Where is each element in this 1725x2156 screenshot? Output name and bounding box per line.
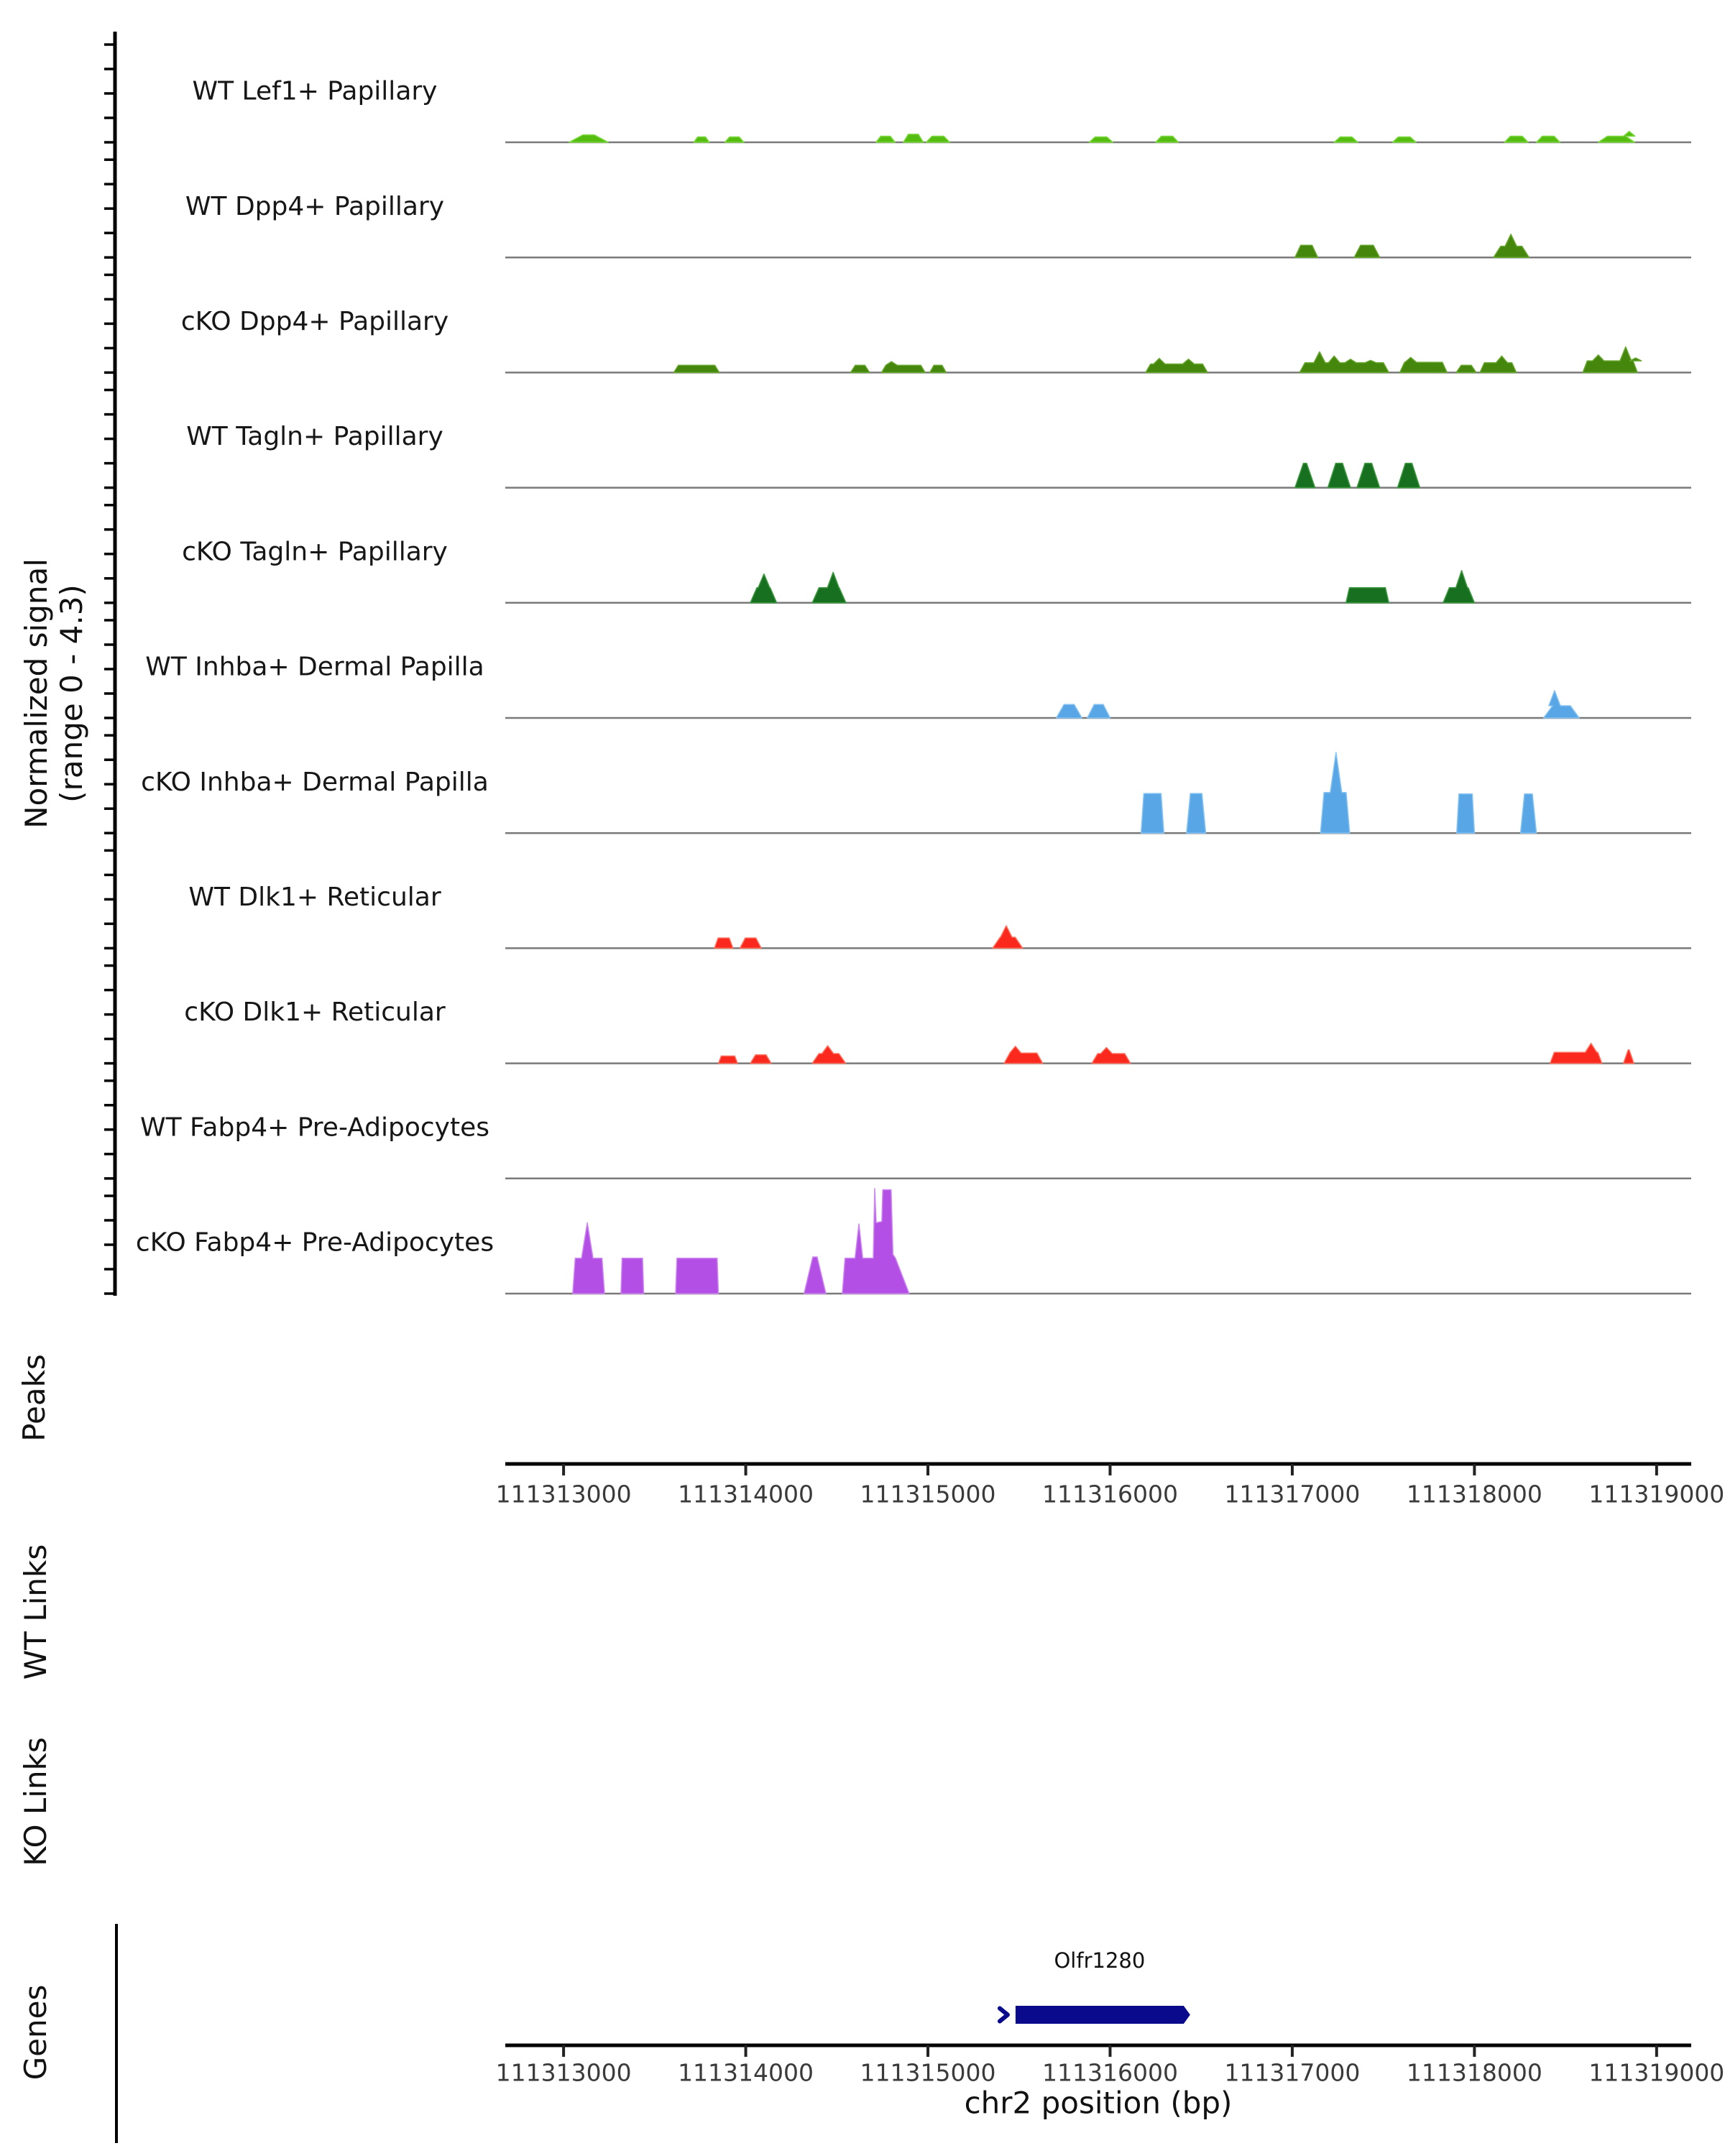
y-axis-label-line1: Normalized signal: [19, 558, 54, 829]
signal-peak: [1299, 351, 1390, 374]
gene-label: Olfr1280: [1054, 1948, 1145, 1973]
signal-peak: [811, 571, 847, 604]
y-axis-label-line2: (range 0 - 4.3): [54, 584, 89, 803]
signal-peak: [1003, 1046, 1044, 1064]
signal-peak: [1294, 244, 1319, 258]
signal-peak: [1091, 1046, 1131, 1064]
signal-peak: [1353, 244, 1381, 258]
signal-peak: [1140, 793, 1164, 834]
signal-peak: [1155, 135, 1179, 143]
signal-peak: [693, 136, 710, 143]
x-tick-label: 111314000: [678, 1480, 814, 1508]
track-label: cKO Inhba+ Dermal Papilla: [141, 768, 489, 797]
signal-peak: [1294, 462, 1316, 489]
signal-peak: [1345, 586, 1390, 604]
x-tick-label: 111313000: [496, 2059, 632, 2087]
signal-peak: [568, 134, 609, 143]
signal-peak: [1333, 136, 1358, 143]
signal-peak: [1535, 135, 1561, 143]
signal-peak: [572, 1222, 605, 1294]
signal-peak: [1320, 752, 1351, 834]
signal-tracks: WT Lef1+ Papillary WT Dpp4+ Papillary cKO …: [136, 77, 1691, 1295]
signal-peak: [724, 136, 745, 143]
signal-peak: [875, 135, 896, 143]
signal-peak: [750, 573, 778, 604]
x-tick-label: 111315000: [860, 2059, 996, 2087]
track-label: cKO Dlk1+ Reticular: [184, 998, 446, 1027]
section-label-genes: Genes: [18, 1985, 53, 2081]
x-tick-label: 111316000: [1042, 1480, 1178, 1508]
signal-peak: [739, 937, 762, 949]
signal-peak: [1479, 355, 1517, 374]
x-axis-title: chr2 position (bp): [965, 2086, 1233, 2121]
signal-peak: [673, 364, 720, 374]
signal-peak: [1088, 136, 1114, 143]
gene-strand-chevron: [997, 2006, 1010, 2024]
signal-peak: [803, 1256, 827, 1294]
signal-peak: [1622, 1049, 1634, 1064]
track-label: WT Dpp4+ Papillary: [185, 192, 444, 221]
track-label: WT Fabp4+ Pre-Adipocytes: [140, 1112, 489, 1142]
signal-peak: [1582, 346, 1642, 374]
x-tick-label: 111319000: [1588, 1480, 1724, 1508]
signal-peak: [1186, 793, 1207, 834]
bottom-x-axis: 111313000 111314000 111315000 111316000 1113…: [496, 2043, 1724, 2087]
signal-peak: [903, 134, 924, 143]
signal-peak: [750, 1054, 772, 1064]
signal-peak: [714, 937, 734, 949]
track-label: WT Dlk1+ Reticular: [188, 883, 441, 912]
gene-body: [1015, 2006, 1190, 2024]
track-label: WT Tagln+ Papillary: [186, 422, 443, 451]
signal-peak: [1455, 364, 1477, 374]
signal-peak: [717, 1055, 738, 1064]
signal-peak: [842, 1188, 910, 1294]
track-label: cKO Fabp4+ Pre-Adipocytes: [136, 1228, 494, 1258]
signal-peak: [1397, 462, 1421, 489]
signal-peak: [1145, 357, 1208, 374]
signal-peak: [1356, 462, 1381, 489]
signal-peak: [850, 364, 870, 374]
x-tick-label: 111314000: [678, 2059, 814, 2087]
section-label-ko-links: KO Links: [18, 1737, 53, 1866]
signal-peak: [1519, 793, 1537, 834]
signal-peak: [1597, 130, 1636, 143]
x-tick-label: 111317000: [1224, 1480, 1360, 1508]
signal-peak: [880, 361, 926, 374]
x-tick-label: 111316000: [1042, 2059, 1178, 2087]
x-tick-label: 111315000: [860, 1480, 996, 1508]
signal-peak: [1443, 570, 1476, 604]
signal-peak: [1456, 793, 1476, 834]
signal-peak: [675, 1257, 719, 1294]
signal-peak: [811, 1045, 847, 1064]
track-label: WT Inhba+ Dermal Papilla: [145, 653, 484, 682]
signal-peak: [1399, 356, 1448, 374]
x-tick-label: 111319000: [1588, 2059, 1724, 2087]
signal-peak: [992, 925, 1024, 949]
signal-peak: [925, 135, 951, 143]
track-label: WT Lef1+ Papillary: [193, 77, 438, 106]
x-tick-label: 111318000: [1407, 1480, 1542, 1508]
section-label-wt-links: WT Links: [18, 1544, 53, 1680]
x-tick-label: 111318000: [1407, 2059, 1542, 2087]
signal-peak: [620, 1257, 645, 1294]
signal-peak: [1327, 462, 1351, 489]
signal-peak: [929, 364, 947, 374]
signal-peak: [1493, 234, 1530, 258]
signal-peak: [1392, 136, 1417, 143]
signal-peak: [1087, 704, 1111, 719]
signal-peak: [1549, 1042, 1603, 1064]
section-label-peaks: Peaks: [17, 1354, 52, 1442]
peaks-x-axis: 111313000 111314000 111315000 111316000 1113…: [496, 1462, 1724, 1508]
signal-peak: [1542, 690, 1580, 719]
genes-section: Olfr1280: [115, 1924, 1190, 2143]
signal-y-axis: [104, 32, 117, 1296]
signal-peak: [1055, 704, 1082, 719]
x-tick-label: 111313000: [496, 1480, 632, 1508]
track-label: cKO Dpp4+ Papillary: [181, 307, 448, 336]
track-label: cKO Tagln+ Papillary: [182, 537, 448, 566]
x-tick-label: 111317000: [1224, 2059, 1360, 2087]
signal-peak: [1504, 135, 1529, 143]
